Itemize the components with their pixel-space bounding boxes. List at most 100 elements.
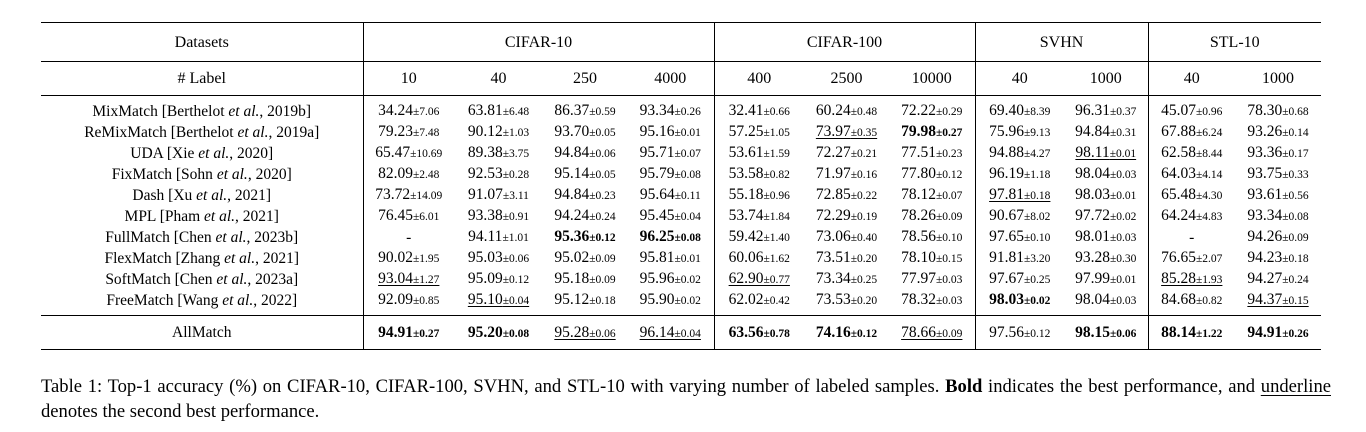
result-cell: 93.34±0.08 [1235,206,1321,227]
mean-value: 60.24 [815,102,851,119]
std-value: ±1.22 [1195,327,1223,340]
caption-text: denotes the second best performance. [41,401,320,422]
label-count-header: # Label [41,61,363,96]
result-cell: 92.09±0.85 [362,290,454,316]
std-value: ±0.28 [502,169,530,181]
std-value: ±6.01 [412,211,440,223]
std-value: ±0.03 [1109,169,1137,181]
result-cell: 94.11±1.01 [454,227,543,248]
std-value: ±0.15 [935,253,963,265]
std-value: ±0.02 [1109,211,1137,223]
mean-value: 98.04 [1075,165,1110,182]
std-value: ±0.24 [1282,274,1309,286]
method-name: UDA [Xie et al., 2020] [130,144,274,162]
result-cell: - [1147,227,1236,248]
result-cell: 94.24±0.24 [543,206,627,227]
mean-value: 93.75 [1247,165,1283,182]
result-cell: 67.88±6.24 [1147,122,1236,143]
mean-value: 97.72 [1075,207,1110,224]
mean-value: 94.37 [1247,291,1283,308]
result-value: 78.30±0.68 [1247,102,1308,119]
mean-value: 84.68 [1161,291,1196,308]
result-value: 55.18±0.96 [729,186,790,203]
result-cell: 95.81±0.01 [627,248,714,269]
std-value: ±0.48 [850,106,878,118]
mean-value: 97.56 [989,323,1024,341]
result-value: 94.23±0.18 [1247,249,1308,266]
result-value: 65.47±10.69 [375,144,442,161]
result-value: 77.97±0.03 [901,270,962,287]
std-value: ±0.12 [850,327,878,340]
result-value: 94.84±0.31 [1075,123,1136,140]
result-value: 62.90±0.77 [729,270,790,287]
std-value: ±1.18 [1023,169,1051,181]
result-value: 97.99±0.01 [1075,270,1136,287]
mean-value: - [406,228,412,246]
std-value: ±0.04 [674,327,701,340]
mean-value: 62.02 [728,291,764,308]
std-value: ±0.21 [850,148,878,160]
std-value: ±0.22 [850,190,878,202]
result-cell: 92.53±0.28 [454,164,543,185]
result-cell: 90.12±1.03 [454,122,543,143]
std-value: ±0.18 [1023,190,1051,202]
mean-value: 95.79 [639,165,675,182]
mean-value: 94.24 [554,207,590,224]
result-cell: 95.36±0.12 [543,227,627,248]
result-value: 86.37±0.59 [554,102,615,119]
result-cell: 97.67±0.25 [974,269,1065,290]
result-value: 94.24±0.24 [554,207,615,224]
result-value: 95.45±0.04 [640,207,701,224]
mean-value: 79.23 [378,123,413,140]
result-value: 95.90±0.02 [640,291,701,308]
result-cell: 79.98±0.27 [889,122,975,143]
result-value: 63.56±0.78 [729,324,790,341]
mean-value: 97.81 [989,186,1024,203]
result-value: 73.97±0.35 [816,123,877,140]
result-value: 59.42±1.40 [729,228,790,245]
result-cell: 98.03±0.01 [1064,185,1148,206]
mean-value: 74.16 [815,323,851,341]
std-value: ±6.48 [502,106,530,118]
result-cell: 73.97±0.35 [804,122,889,143]
method-name: Dash [Xu et al., 2021] [132,186,272,204]
mean-value: 93.26 [1247,123,1283,140]
result-value: 73.06±0.40 [816,228,877,245]
result-value: 73.53±0.20 [816,291,877,308]
result-value: 90.12±1.03 [468,123,529,140]
method-row: SoftMatch [Chen et al., 2023a] 93.04±1.27… [41,269,1321,290]
mean-value: 98.03 [989,291,1024,308]
std-value: ±0.85 [412,295,440,307]
std-value: ±0.06 [1109,327,1137,340]
result-cell: 73.51±0.20 [804,248,889,269]
mean-value: 95.18 [554,270,590,287]
method-row: ReMixMatch [Berthelot et al., 2019a] 79.2… [41,122,1321,143]
result-cell: 95.10±0.04 [454,290,543,316]
std-value: ±9.13 [1023,127,1051,139]
result-cell: 57.25±1.05 [713,122,805,143]
std-value: ±8.02 [1023,211,1051,223]
method-row: MPL [Pham et al., 2021] 76.45±6.01 93.38±0… [41,206,1321,227]
mean-value: 94.27 [1247,270,1283,287]
std-value: ±0.01 [674,127,701,139]
result-value: 96.25±0.08 [640,228,701,245]
result-cell: 89.38±3.75 [454,143,543,164]
label-header: 1000 [1064,61,1149,96]
caption-bold-word: Bold [945,376,983,397]
std-value: ±0.01 [1109,190,1137,202]
std-value: ±0.08 [502,327,530,340]
table-caption: Table 1: Top-1 accuracy (%) on CIFAR-10,… [41,374,1331,424]
result-value: 95.18±0.09 [554,270,615,287]
mean-value: 94.84 [554,144,590,161]
mean-value: 72.27 [815,144,851,161]
std-value: ±0.59 [589,106,616,118]
result-value: 95.09±0.12 [468,270,529,287]
result-cell: 96.31±0.37 [1064,95,1149,122]
result-cell: 95.20±0.08 [454,315,543,350]
mean-value: 93.04 [378,270,413,287]
mean-value: 95.64 [639,186,675,203]
mean-value: 78.66 [901,323,936,341]
mean-value: 76.45 [378,207,413,224]
result-cell: 78.26±0.09 [889,206,975,227]
std-value: ±0.03 [1109,295,1137,307]
